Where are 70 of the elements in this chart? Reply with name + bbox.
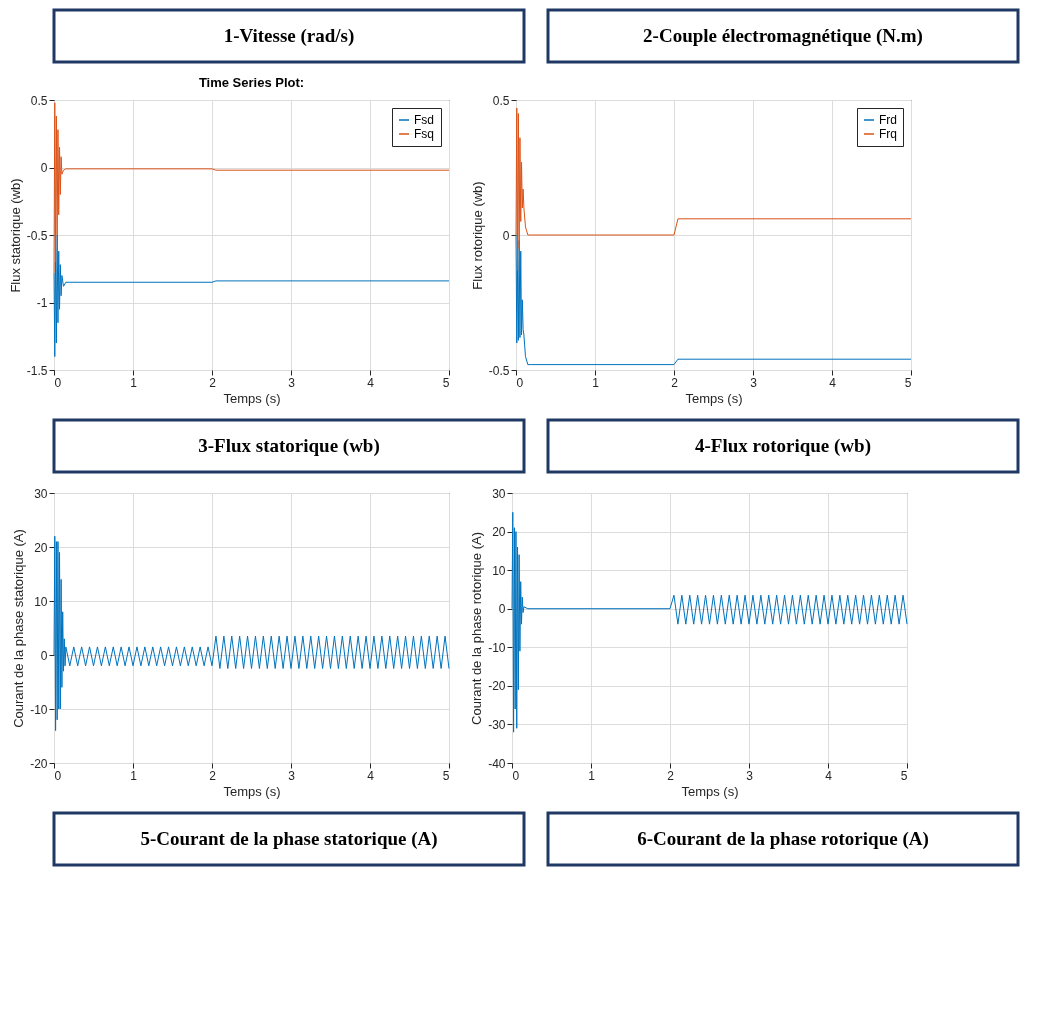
y-tick-label: 30 bbox=[492, 486, 506, 501]
x-tick-label: 3 bbox=[746, 768, 754, 783]
x-tick-label: 1 bbox=[588, 768, 596, 783]
x-tick-label: 5 bbox=[904, 375, 912, 390]
x-tick-label: 4 bbox=[367, 375, 375, 390]
legend-label: Frq bbox=[879, 127, 897, 141]
x-tick-label: 2 bbox=[667, 768, 675, 783]
y-tick-label: 20 bbox=[34, 540, 48, 555]
y-axis-title: Courant de la phase statorique (A) bbox=[11, 529, 27, 728]
x-tick-label: 0 bbox=[54, 375, 62, 390]
x-tick-label: 0 bbox=[54, 768, 62, 783]
x-tick-label: 2 bbox=[209, 768, 217, 783]
y-tick-label: -10 bbox=[488, 640, 506, 655]
y-tick-label: 10 bbox=[492, 563, 506, 578]
y-tick-label: -0.5 bbox=[488, 363, 510, 378]
text: 3-Flux statorique (wb) bbox=[198, 435, 380, 457]
x-tick-label: 1 bbox=[130, 375, 138, 390]
y-tick-label: 0 bbox=[502, 228, 510, 243]
x-tick-label: 4 bbox=[367, 768, 375, 783]
y-tick-label: -20 bbox=[30, 756, 48, 771]
text: 1-Vitesse (rad/s) bbox=[223, 25, 355, 47]
x-tick-label: 3 bbox=[750, 375, 758, 390]
line-series bbox=[53, 535, 450, 732]
y-tick-label: -0.5 bbox=[26, 228, 48, 243]
y-tick-label: -1.5 bbox=[26, 363, 48, 378]
y-tick-label: 0.5 bbox=[30, 93, 48, 108]
y-axis-title: Flux statorique (wb) bbox=[7, 178, 23, 293]
legend-label: Fsd bbox=[414, 113, 435, 127]
y-tick-label: 0 bbox=[40, 648, 48, 663]
x-tick-label: 5 bbox=[442, 768, 450, 783]
legend-label: Frd bbox=[879, 113, 897, 127]
y-tick-label: -10 bbox=[30, 702, 48, 717]
legend-label: Fsq bbox=[414, 127, 435, 141]
x-tick-label: 0 bbox=[512, 768, 520, 783]
x-axis-title: Temps (s) bbox=[681, 783, 739, 799]
x-tick-label: 4 bbox=[825, 768, 833, 783]
y-tick-label: 0 bbox=[40, 161, 48, 175]
y-axis-title: Courant de la phase rotorique (A) bbox=[469, 532, 485, 725]
line-series bbox=[515, 234, 912, 366]
y-tick-label: 10 bbox=[34, 594, 48, 609]
line-series bbox=[515, 107, 912, 271]
y-tick-label: -30 bbox=[488, 717, 506, 732]
text: 4-Flux rotorique (wb) bbox=[695, 435, 871, 457]
x-tick-label: 0 bbox=[516, 375, 524, 390]
chart-title: Time Series Plot: bbox=[198, 75, 305, 90]
text: 2-Couple électromagnétique (N.m) bbox=[643, 25, 923, 47]
x-tick-label: 5 bbox=[900, 768, 908, 783]
y-tick-label: 0.5 bbox=[492, 93, 510, 108]
x-tick-label: 2 bbox=[671, 375, 679, 390]
x-tick-label: 4 bbox=[829, 375, 837, 390]
line-series bbox=[511, 511, 908, 733]
x-axis-title: Temps (s) bbox=[685, 390, 743, 406]
text: 5-Courant de la phase statorique (A) bbox=[140, 828, 438, 850]
x-tick-label: 3 bbox=[288, 768, 296, 783]
y-tick-label: -20 bbox=[488, 679, 506, 694]
x-axis-title: Temps (s) bbox=[223, 783, 281, 799]
x-tick-label: 2 bbox=[209, 375, 217, 390]
y-tick-label: 0 bbox=[498, 602, 506, 617]
y-axis-title: Flux rotorique (wb) bbox=[469, 181, 485, 290]
y-tick-label: 30 bbox=[34, 486, 48, 501]
line-series bbox=[53, 234, 450, 357]
y-tick-label: -40 bbox=[488, 756, 506, 771]
x-axis-title: Temps (s) bbox=[223, 390, 281, 406]
y-tick-label: -1 bbox=[36, 296, 48, 310]
text: 6-Courant de la phase rotorique (A) bbox=[637, 828, 929, 850]
x-tick-label: 1 bbox=[592, 375, 600, 390]
x-tick-label: 5 bbox=[442, 375, 450, 390]
y-tick-label: 20 bbox=[492, 525, 506, 540]
x-tick-label: 1 bbox=[130, 768, 138, 783]
x-tick-label: 3 bbox=[288, 375, 296, 390]
